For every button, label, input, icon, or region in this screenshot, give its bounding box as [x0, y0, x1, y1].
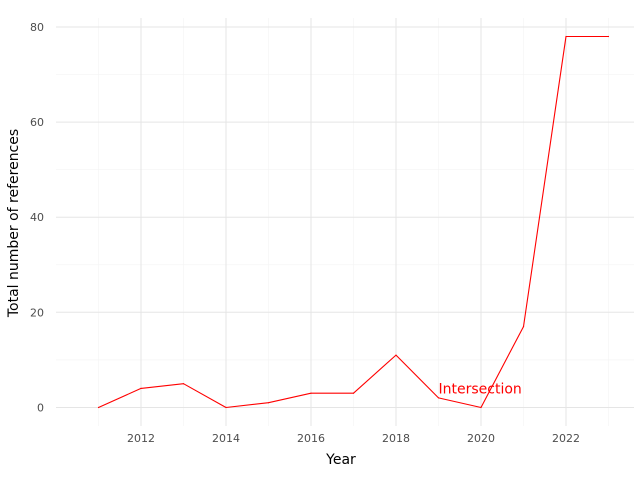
data-point — [565, 35, 567, 38]
data-point — [310, 392, 312, 394]
y-tick-labels: 0 20 40 60 80 — [30, 21, 44, 415]
y-tick-label: 0 — [37, 402, 44, 415]
x-tick-label: 2012 — [127, 432, 155, 445]
annotation-label: Intersection — [439, 381, 522, 397]
annotations: Intersection — [439, 381, 522, 397]
data-point — [607, 35, 610, 38]
data-point — [352, 392, 355, 394]
x-tick-label: 2016 — [297, 432, 325, 445]
minor-gridlines — [56, 18, 634, 426]
x-axis-title: Year — [325, 452, 356, 468]
data-point — [140, 387, 142, 389]
y-tick-label: 80 — [30, 21, 44, 34]
data-point — [182, 383, 185, 385]
x-tick-label: 2018 — [382, 432, 410, 445]
data-point — [437, 397, 440, 399]
data-point — [522, 326, 525, 328]
data-point — [395, 354, 397, 356]
major-gridlines — [56, 18, 634, 426]
series-layer — [97, 35, 610, 409]
y-tick-label: 40 — [30, 211, 44, 224]
x-tick-label: 2014 — [212, 432, 240, 445]
y-tick-label: 60 — [30, 116, 44, 129]
x-tick-label: 2022 — [552, 432, 580, 445]
data-point — [267, 402, 270, 404]
x-tick-labels: 2012 2014 2016 2018 2020 2022 — [127, 432, 580, 445]
data-point — [480, 406, 482, 409]
y-axis-title: Total number of references — [6, 129, 22, 318]
data-point — [225, 406, 227, 409]
data-point — [97, 406, 100, 409]
y-tick-label: 20 — [30, 306, 44, 319]
x-tick-label: 2020 — [467, 432, 495, 445]
